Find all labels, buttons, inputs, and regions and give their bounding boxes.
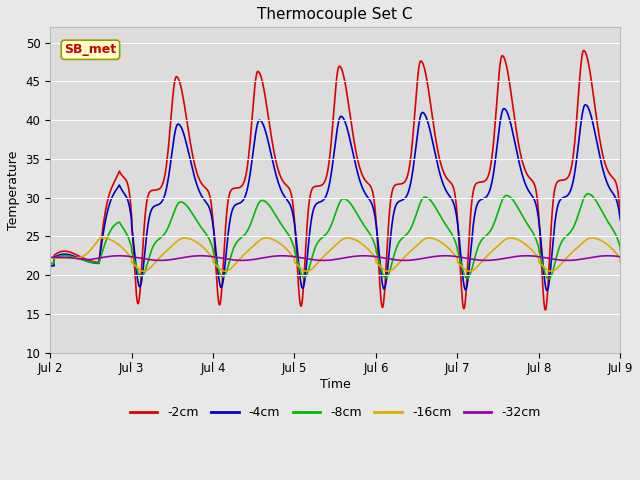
-4cm bbox=[543, 288, 551, 293]
-4cm bbox=[46, 263, 54, 269]
Legend: -2cm, -4cm, -8cm, -16cm, -32cm: -2cm, -4cm, -8cm, -16cm, -32cm bbox=[125, 401, 546, 424]
-16cm bbox=[264, 235, 272, 241]
Text: SB_met: SB_met bbox=[65, 43, 116, 56]
-32cm bbox=[264, 254, 272, 260]
-8cm bbox=[545, 276, 552, 282]
-4cm bbox=[150, 204, 157, 210]
-4cm bbox=[417, 112, 425, 118]
-16cm bbox=[388, 267, 396, 273]
-16cm bbox=[150, 261, 157, 267]
-32cm bbox=[417, 256, 425, 262]
-4cm bbox=[582, 102, 589, 108]
-4cm bbox=[616, 217, 624, 223]
-8cm bbox=[472, 252, 479, 258]
-16cm bbox=[472, 265, 479, 271]
-8cm bbox=[150, 242, 157, 248]
-2cm bbox=[150, 187, 157, 193]
-8cm bbox=[264, 201, 272, 207]
-32cm bbox=[515, 253, 523, 259]
-16cm bbox=[515, 237, 523, 243]
-8cm bbox=[388, 260, 396, 265]
-4cm bbox=[388, 221, 396, 227]
-8cm bbox=[584, 191, 591, 197]
-8cm bbox=[417, 199, 425, 204]
-16cm bbox=[417, 239, 425, 244]
Line: -8cm: -8cm bbox=[50, 194, 620, 279]
-4cm bbox=[472, 207, 479, 213]
-2cm bbox=[417, 58, 425, 64]
-2cm bbox=[264, 111, 272, 117]
Line: -32cm: -32cm bbox=[50, 256, 620, 260]
-16cm bbox=[46, 255, 54, 261]
-8cm bbox=[515, 207, 523, 213]
-2cm bbox=[388, 189, 396, 195]
Line: -16cm: -16cm bbox=[50, 238, 620, 271]
-32cm bbox=[472, 257, 479, 263]
-32cm bbox=[156, 257, 164, 263]
-2cm bbox=[541, 307, 549, 313]
-32cm bbox=[388, 257, 396, 263]
-32cm bbox=[115, 253, 123, 259]
-2cm bbox=[46, 261, 54, 266]
Y-axis label: Temperature: Temperature bbox=[7, 150, 20, 229]
-16cm bbox=[588, 235, 596, 241]
-2cm bbox=[472, 181, 479, 187]
Title: Thermocouple Set C: Thermocouple Set C bbox=[257, 7, 413, 22]
-8cm bbox=[616, 247, 624, 253]
-2cm bbox=[616, 212, 624, 218]
-32cm bbox=[616, 254, 624, 260]
-16cm bbox=[221, 268, 229, 274]
-8cm bbox=[46, 261, 54, 266]
-4cm bbox=[515, 158, 523, 164]
-2cm bbox=[515, 143, 523, 149]
X-axis label: Time: Time bbox=[320, 378, 351, 391]
-2cm bbox=[580, 48, 588, 53]
-4cm bbox=[264, 138, 272, 144]
-16cm bbox=[616, 259, 624, 265]
Line: -2cm: -2cm bbox=[50, 50, 620, 310]
-32cm bbox=[46, 254, 54, 260]
Line: -4cm: -4cm bbox=[50, 105, 620, 290]
-32cm bbox=[150, 257, 157, 263]
